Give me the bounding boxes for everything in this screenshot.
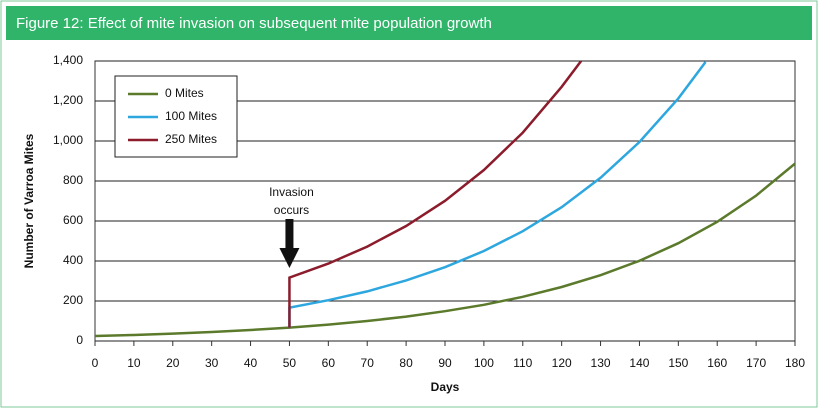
annotation-arrow: [279, 219, 300, 268]
x-tick-label: 30: [205, 356, 219, 370]
x-tick-label: 180: [785, 356, 805, 370]
x-tick-label: 150: [668, 356, 688, 370]
y-axis-title: Number of Varroa Mites: [22, 133, 36, 268]
annotation-text: occurs: [274, 203, 309, 217]
annotation-text: Invasion: [269, 185, 314, 199]
legend-label: 100 Mites: [165, 109, 217, 123]
x-tick-label: 20: [166, 356, 180, 370]
x-tick-label: 170: [746, 356, 766, 370]
header-bar: [6, 6, 812, 40]
x-tick-label: 10: [127, 356, 141, 370]
x-tick-label: 70: [361, 356, 375, 370]
y-tick-label: 400: [63, 253, 83, 267]
legend-label: 0 Mites: [165, 86, 204, 100]
x-tick-label: 160: [707, 356, 727, 370]
x-tick-label: 60: [322, 356, 336, 370]
legend-label: 250 Mites: [165, 132, 217, 146]
y-tick-label: 800: [63, 173, 83, 187]
x-tick-label: 0: [92, 356, 99, 370]
plot-lines: [95, 61, 795, 338]
x-tick-label: 100: [474, 356, 494, 370]
series-line: [288, 61, 707, 328]
y-tick-label: 1,400: [53, 53, 83, 67]
x-tick-label: 110: [513, 356, 532, 370]
y-tick-label: 1,000: [53, 133, 83, 147]
x-tick-label: 50: [283, 356, 297, 370]
y-tick-label: 600: [63, 213, 83, 227]
x-tick-label: 90: [438, 356, 452, 370]
y-tick-label: 200: [63, 293, 83, 307]
x-tick-label: 80: [399, 356, 413, 370]
x-tick-label: 40: [244, 356, 258, 370]
y-tick-label: 0: [76, 333, 83, 347]
y-tick-label: 1,200: [53, 93, 83, 107]
x-tick-label: 140: [629, 356, 649, 370]
series-line: [288, 61, 583, 328]
series-line: [95, 162, 795, 338]
x-axis-title: Days: [431, 380, 460, 394]
x-tick-label: 130: [591, 356, 611, 370]
chart-title: Figure 12: Effect of mite invasion on su…: [16, 15, 492, 32]
x-tick-label: 120: [552, 356, 572, 370]
